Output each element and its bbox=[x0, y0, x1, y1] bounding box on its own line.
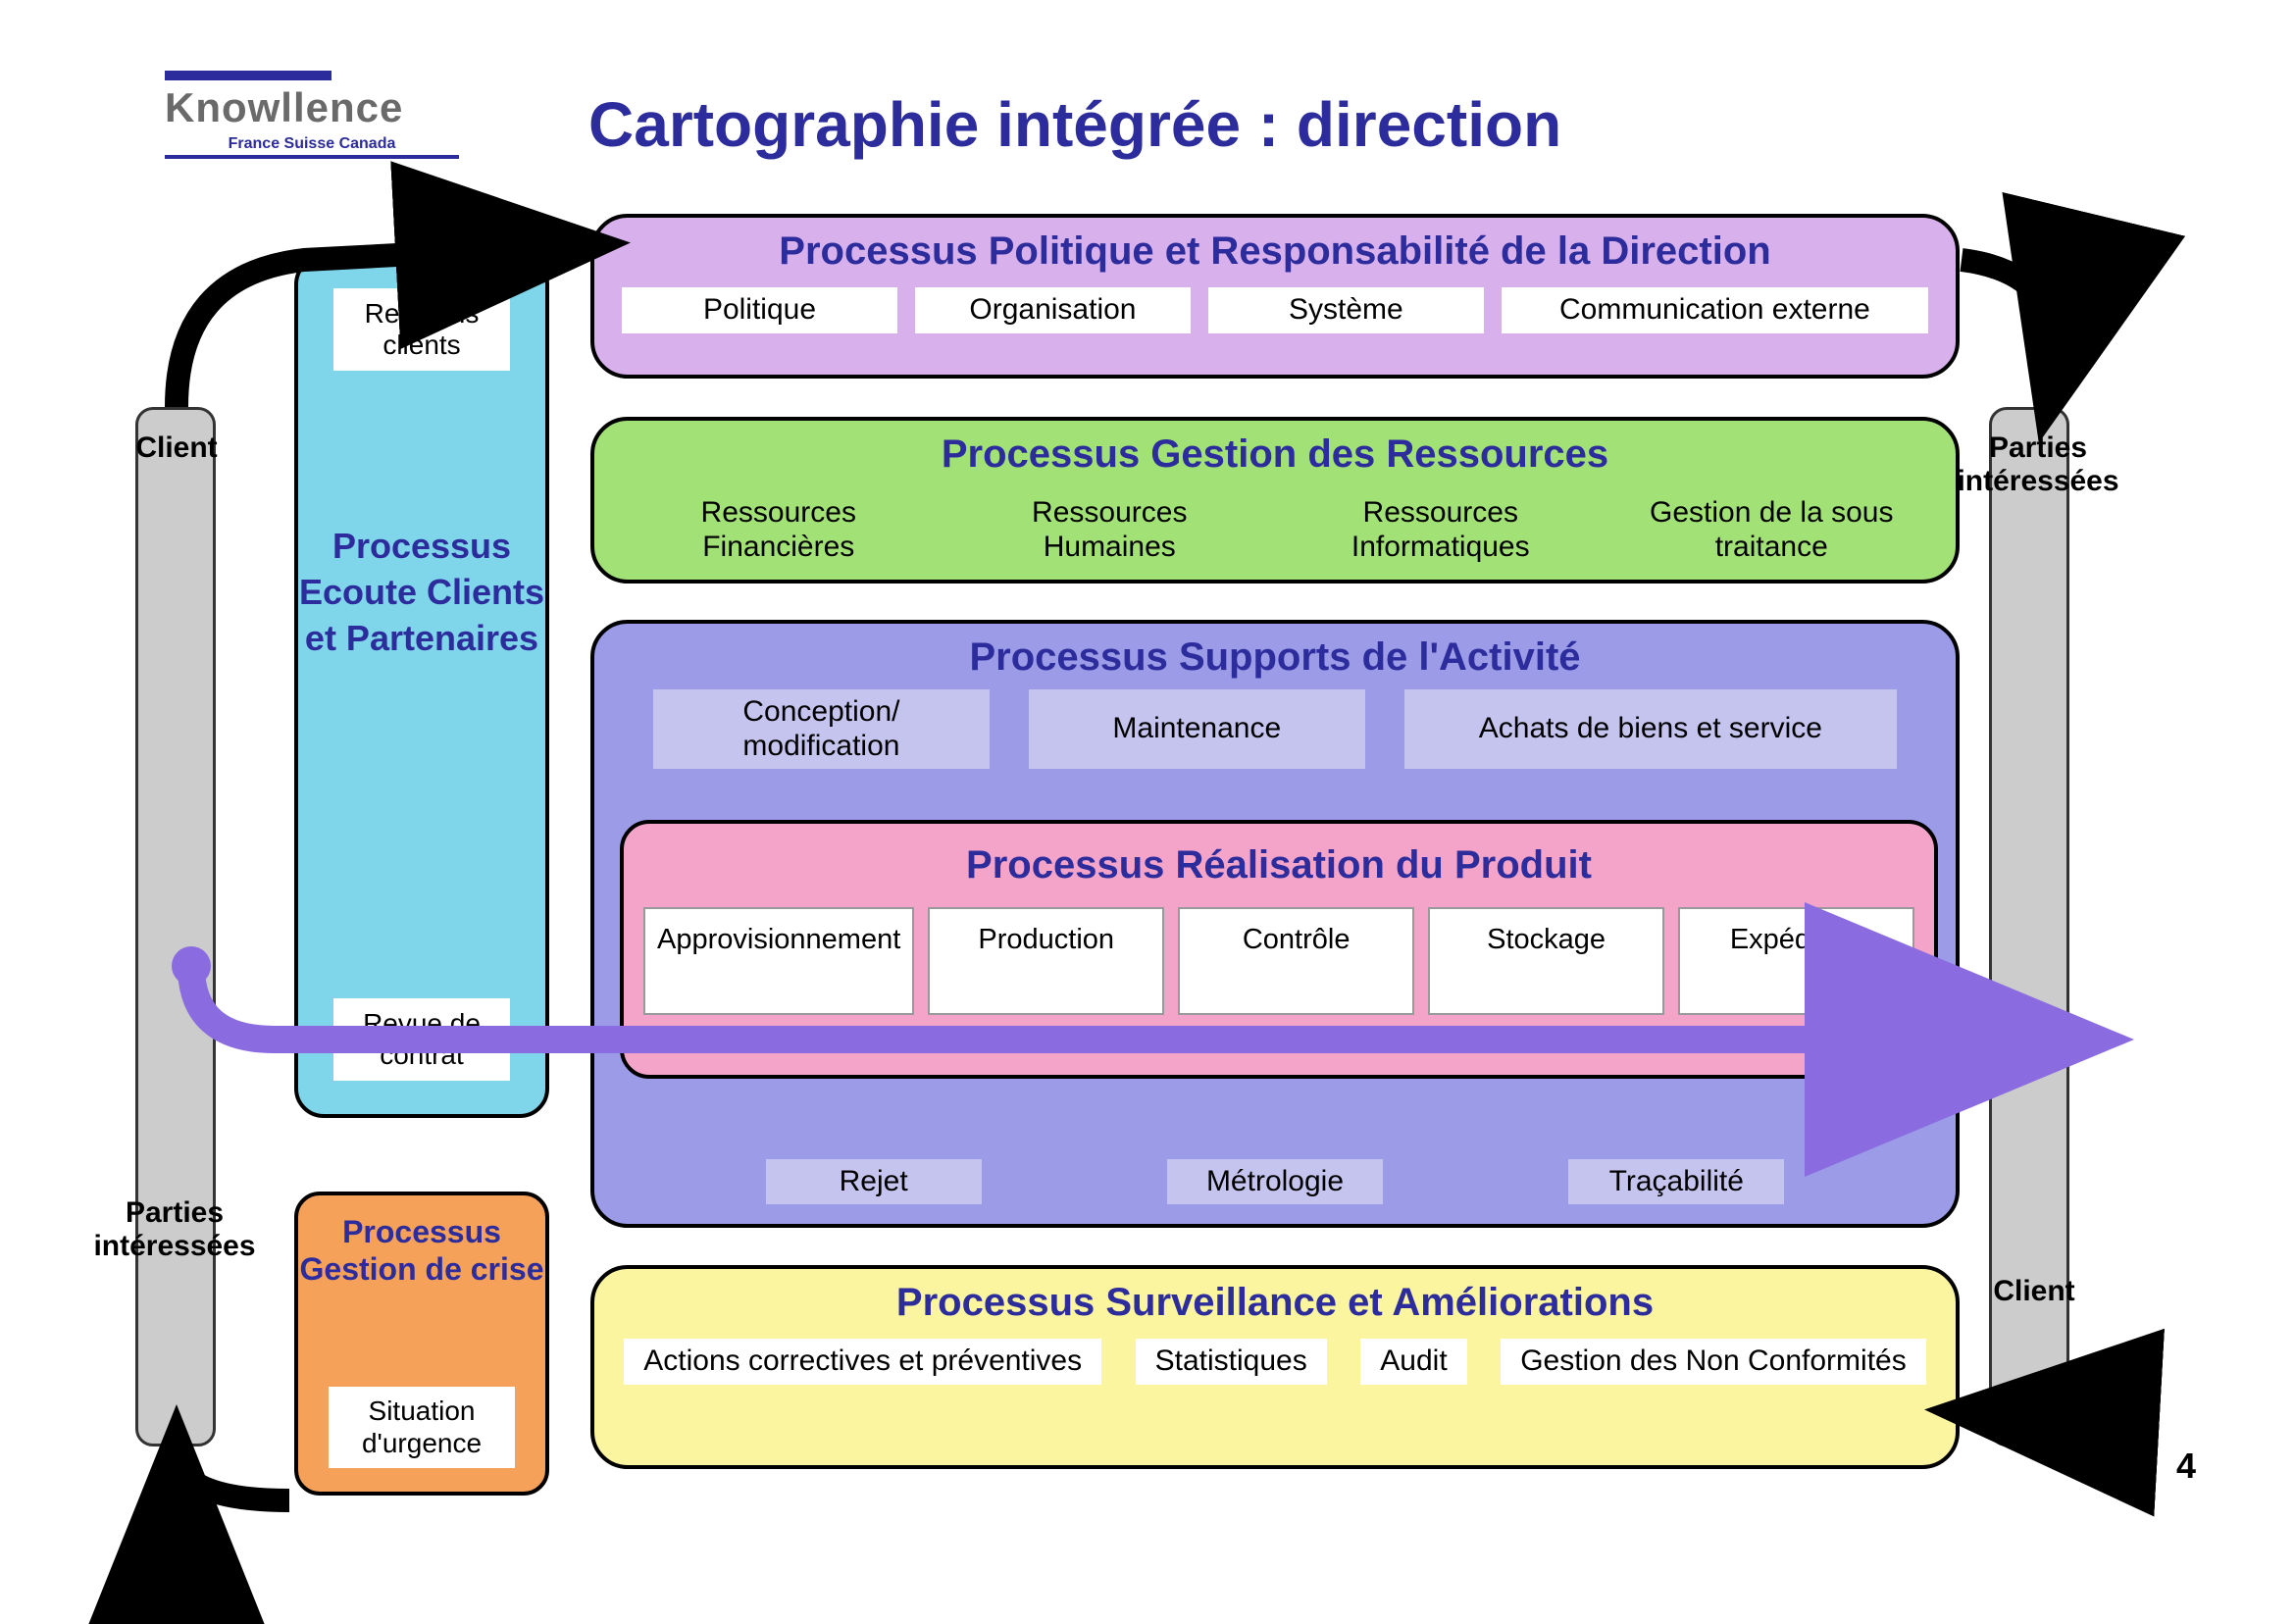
politique-item: Organisation bbox=[915, 287, 1191, 333]
surveillance-item: Statistiques bbox=[1136, 1339, 1327, 1385]
politique-item: Système bbox=[1208, 287, 1484, 333]
supports-bottom-item: Rejet bbox=[766, 1159, 982, 1205]
supports-bottom-item: Métrologie bbox=[1167, 1159, 1383, 1205]
ressources-item: Ressources Financières bbox=[622, 490, 936, 570]
page-number: 4 bbox=[2176, 1446, 2196, 1487]
pillar-left-top: Client bbox=[98, 431, 255, 465]
supports-item: Conception/ modification bbox=[653, 689, 990, 769]
realisation-title: Processus Réalisation du Produit bbox=[624, 824, 1934, 893]
politique-item: Politique bbox=[622, 287, 897, 333]
realisation-item: Stockage bbox=[1428, 907, 1664, 1015]
page-title: Cartographie intégrée : direction bbox=[588, 88, 1561, 161]
supports-title: Processus Supports de l'Activité bbox=[594, 624, 1956, 685]
ressources-item: Ressources Humaines bbox=[953, 490, 1267, 570]
surveillance-title: Processus Surveillance et Améliorations bbox=[594, 1269, 1956, 1331]
pillar-right-top: Parties intéressées bbox=[1950, 431, 2126, 498]
realisation-item: Production bbox=[928, 907, 1164, 1015]
ressources-title: Processus Gestion des Ressources bbox=[594, 421, 1956, 482]
box-ressources: Processus Gestion des Ressources Ressour… bbox=[590, 417, 1960, 584]
politique-title: Processus Politique et Responsabilité de… bbox=[594, 218, 1956, 279]
box-surveillance: Processus Surveillance et Améliorations … bbox=[590, 1265, 1960, 1469]
logo: Knowllence France Suisse Canada bbox=[165, 71, 459, 159]
ecoute-tag-bottom: Revue de contrat bbox=[333, 998, 510, 1081]
realisation-item: Approvisionnement bbox=[643, 907, 914, 1015]
box-politique: Processus Politique et Responsabilité de… bbox=[590, 214, 1960, 379]
surveillance-item: Actions correctives et préventives bbox=[624, 1339, 1101, 1385]
politique-item: Communication externe bbox=[1502, 287, 1928, 333]
logo-name: Knowllence bbox=[165, 84, 459, 131]
box-realisation: Processus Réalisation du Produit Approvi… bbox=[620, 820, 1938, 1079]
supports-item: Maintenance bbox=[1029, 689, 1365, 769]
pillar-left-bottom: Parties intéressées bbox=[86, 1196, 263, 1263]
crise-title: Processus Gestion de crise bbox=[298, 1195, 545, 1289]
crise-tag: Situation d'urgence bbox=[329, 1387, 515, 1468]
ressources-item: Gestion de la sous traitance bbox=[1615, 490, 1929, 570]
surveillance-item: Gestion des Non Conformités bbox=[1501, 1339, 1926, 1385]
surveillance-item: Audit bbox=[1360, 1339, 1466, 1385]
logo-sub: France Suisse Canada bbox=[165, 135, 459, 153]
ecoute-tag-top: Relations clients bbox=[333, 288, 510, 371]
ecoute-title: Processus Ecoute Clients et Partenaires bbox=[298, 524, 545, 661]
box-crise: Processus Gestion de crise Situation d'u… bbox=[294, 1192, 549, 1496]
supports-bottom-item: Traçabilité bbox=[1568, 1159, 1784, 1205]
ressources-item: Ressources Informatiques bbox=[1284, 490, 1598, 570]
box-ecoute: Relations clients Processus Ecoute Clien… bbox=[294, 255, 549, 1118]
realisation-item: Expédition bbox=[1678, 907, 1914, 1015]
box-supports: Processus Supports de l'Activité Concept… bbox=[590, 620, 1960, 1228]
pillar-left bbox=[135, 407, 216, 1446]
supports-item: Achats de biens et service bbox=[1404, 689, 1897, 769]
pillar-right-bottom: Client bbox=[1956, 1275, 2113, 1308]
realisation-item: Contrôle bbox=[1178, 907, 1414, 1015]
